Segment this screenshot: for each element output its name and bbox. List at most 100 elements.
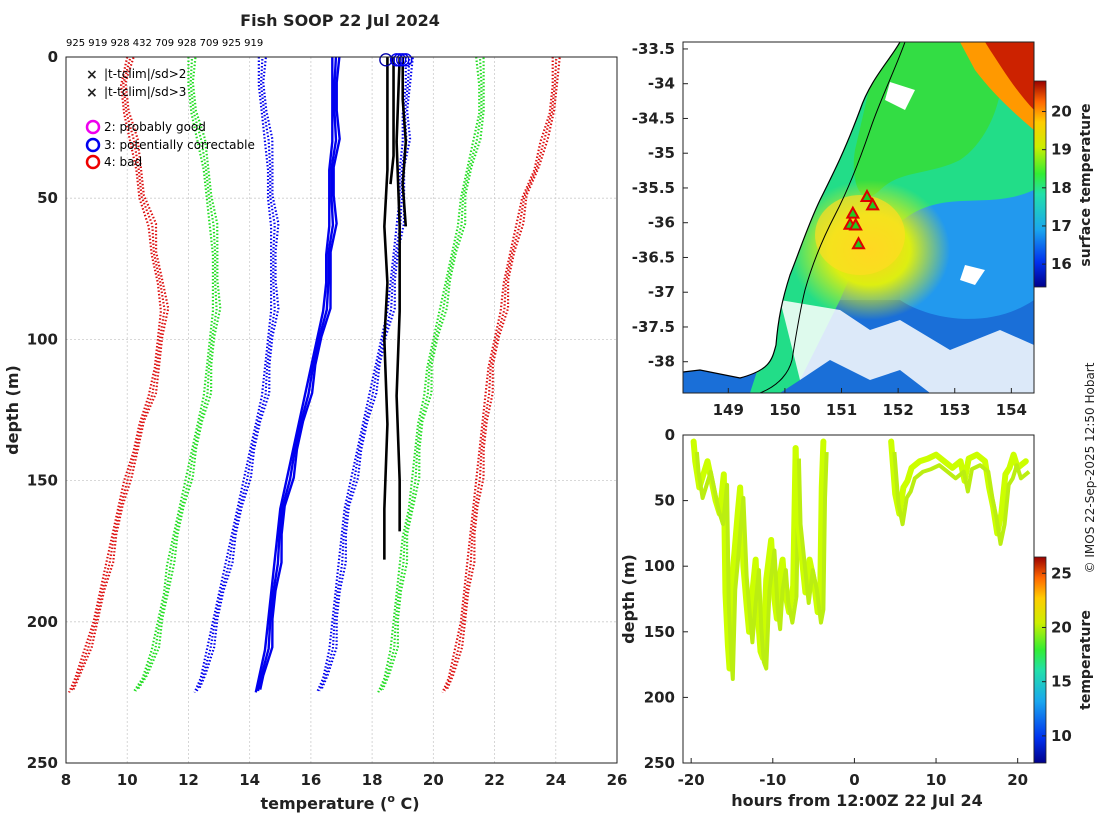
series-line-mean-2sd (132, 57, 215, 693)
series-line-mean-1sd (193, 57, 273, 693)
section-colorbar (1033, 556, 1047, 764)
section-colorbar-tick-label: 15 (1051, 673, 1072, 691)
series-line-mean+2sd (381, 57, 485, 691)
legend-marker-blue-circle (85, 137, 101, 153)
y-tick-label: 50 (37, 189, 58, 207)
depth-labels: 925 919 928 432 709 928 709 925 919 (66, 38, 263, 49)
section-x-tick-label: 0 (849, 771, 859, 789)
map-y-tick-label: -34.5 (632, 109, 675, 127)
sst-colorbar-tick-label: 16 (1051, 255, 1072, 273)
flag-markers (379, 53, 413, 67)
flag-marker-0 (379, 53, 393, 67)
legend-label-bad: 4: bad (104, 155, 142, 169)
legend-marker-red-circle (85, 154, 101, 170)
station-marker-0 (859, 188, 875, 202)
map-y-tick-label: -37 (648, 283, 675, 301)
flag-marker-1 (389, 53, 404, 67)
series-line-mean+2sd (377, 57, 481, 693)
map-y-tick-label: -35 (648, 144, 675, 162)
profile-xlabel: temperature (o C) (260, 792, 419, 813)
profile-plot: Fish SOOP 22 Jul 2024 925 919 928 432 70… (3, 11, 627, 813)
section-x-tick-label: -10 (759, 771, 786, 789)
station-marker-1 (865, 197, 880, 211)
x-tick-label: 26 (607, 771, 628, 789)
map-x-tick-label: 151 (826, 401, 857, 419)
x-tick-label: 12 (178, 771, 199, 789)
y-tick-label: 150 (27, 472, 58, 490)
section-x-tick-label: -20 (678, 771, 705, 789)
sst-map: 149 150 151 152 153 154 -33.5 -34 -34.5 -35 -35.5… (632, 40, 1094, 419)
credit-text: © IMOS 22-Sep-2025 12:50 Hobart (1083, 362, 1097, 573)
station-marker-4 (848, 217, 863, 231)
time-depth-section: -20 -10 0 10 20 0 50 100 150 200 250 hours from 1… (619, 426, 1094, 810)
section-track-shadow-2 (892, 451, 1031, 546)
map-y-ticks: -33.5 -34 -34.5 -35 -35.5 -36 -36.5 -37 -37.5 -38 (632, 40, 688, 371)
flag-marker-4 (399, 53, 413, 67)
series-line-mean+1sd (316, 57, 407, 693)
section-x-ticks: -20 -10 0 10 20 (678, 758, 1028, 789)
section-y-tick-label: 50 (654, 492, 675, 510)
sst-colorbar-ticks: 16 17 18 19 20 (1042, 103, 1072, 273)
x-tick-label: 22 (484, 771, 505, 789)
map-stations (842, 188, 880, 250)
section-y-tick-label: 200 (644, 688, 675, 706)
x-tick-label: 24 (545, 771, 566, 789)
sst-colorbar-tick-label: 19 (1051, 141, 1072, 159)
observed-profile-2 (401, 57, 408, 227)
series-line-mean-3sd (68, 57, 163, 693)
map-y-tick-label: -33.5 (632, 40, 675, 58)
section-y-tick-label: 150 (644, 623, 675, 641)
section-y-tick-label: 0 (665, 426, 675, 444)
legend-label-probably-good: 2: probably good (104, 120, 206, 134)
section-track-shadow-1 (796, 451, 829, 625)
y-tick-label: 100 (27, 330, 58, 348)
x-tick-label: 10 (117, 771, 138, 789)
x-tick-label: 8 (61, 771, 71, 789)
sst-colorbar-tick-label: 17 (1051, 217, 1072, 235)
series-line-mean (259, 57, 341, 690)
section-colorbar-ticks: 10 15 20 25 (1042, 564, 1072, 745)
sst-colorbar-tick-label: 18 (1051, 179, 1072, 197)
series-line-mean-3sd (72, 57, 170, 691)
section-xlabel: hours from 12:00Z 22 Jul 24 (731, 791, 982, 810)
map-x-tick-label: 150 (769, 401, 800, 419)
x-tick-label: 20 (423, 771, 444, 789)
map-y-tick-label: -37.5 (632, 318, 675, 336)
series-line-mean+2sd (379, 57, 483, 692)
station-marker-2 (845, 205, 861, 219)
section-track-shadow-0 (694, 451, 801, 682)
map-x-tick-label: 149 (713, 401, 744, 419)
map-x-tick-label: 152 (882, 401, 913, 419)
section-tracks (690, 438, 1031, 682)
profile-x-ticks: 8 10 12 14 16 18 20 22 24 26 (61, 771, 628, 789)
series-line-mean-2sd (134, 57, 218, 692)
section-colorbar-tick-label: 10 (1051, 727, 1072, 745)
legend-marker-green-x: × (86, 67, 98, 83)
map-x-tick-label: 154 (996, 401, 1027, 419)
legend-label-sd3: |t-tclim|/sd>3 (104, 85, 186, 99)
legend: × |t-tclim|/sd>2 × |t-tclim|/sd>3 2: pro… (85, 67, 255, 170)
section-colorbar-tick-label: 25 (1051, 564, 1072, 582)
sst-map-image (683, 42, 1034, 393)
series-line-mean+1sd (318, 57, 411, 692)
section-colorbar-label: temperature (1078, 610, 1094, 710)
sst-colorbar-label: surface temperature (1078, 103, 1094, 266)
legend-marker-magenta-circle (85, 119, 101, 135)
map-y-tick-label: -38 (648, 353, 675, 371)
sst-colorbar (1033, 80, 1047, 288)
series-line-mean-1sd (197, 57, 280, 691)
profile-y-ticks: 0 50 100 150 200 250 (27, 48, 58, 772)
x-tick-label: 16 (300, 771, 321, 789)
section-y-tick-label: 250 (644, 754, 675, 772)
legend-label-sd2: |t-tclim|/sd>2 (104, 67, 186, 81)
flag-marker-3 (396, 53, 410, 67)
map-x-tick-label: 153 (939, 401, 970, 419)
section-x-tick-label: 20 (1007, 771, 1028, 789)
profile-axes-frame (65, 56, 618, 764)
legend-label-potentially-correctable: 3: potentially correctable (104, 138, 255, 152)
map-y-tick-label: -36 (648, 214, 675, 232)
y-tick-label: 250 (27, 754, 58, 772)
y-tick-label: 0 (48, 48, 58, 66)
flag-marker-2 (392, 53, 407, 67)
